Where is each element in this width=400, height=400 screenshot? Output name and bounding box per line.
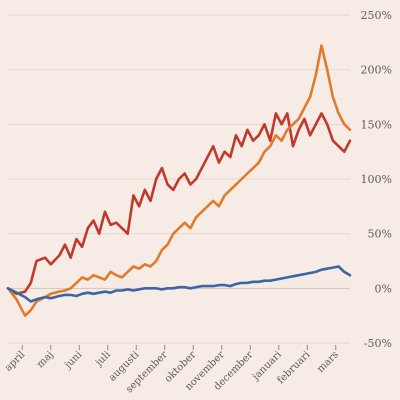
y-tick-label: 50% bbox=[368, 228, 392, 241]
y-tick-label: -50% bbox=[364, 337, 392, 350]
x-tick-label: april bbox=[3, 349, 27, 373]
series-line-2 bbox=[6, 44, 352, 318]
x-tick-label: juli bbox=[93, 349, 113, 369]
y-tick-label: 250% bbox=[361, 9, 392, 22]
y-tick-label: 100% bbox=[361, 173, 392, 186]
grid-lines bbox=[8, 14, 350, 344]
y-tick-label: 150% bbox=[361, 118, 392, 131]
x-tick-label: maj bbox=[35, 349, 56, 370]
x-axis-ticks: april maj juni juliaugustiseptemberoktobern… bbox=[3, 345, 341, 395]
x-tick-label: mars bbox=[315, 349, 341, 375]
series-lines bbox=[6, 44, 352, 318]
x-tick-label: juni bbox=[62, 349, 84, 371]
series-line-1 bbox=[6, 112, 352, 296]
y-tick-label: 0% bbox=[375, 282, 392, 295]
y-axis-ticks: -50% 0% 50% 100% 150% 200% 250% bbox=[361, 9, 392, 350]
y-tick-label: 200% bbox=[361, 64, 392, 77]
series-line-3 bbox=[6, 265, 352, 303]
